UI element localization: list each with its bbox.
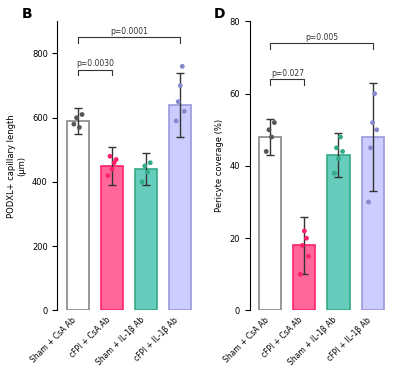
Point — [179, 63, 186, 69]
Bar — [67, 121, 89, 310]
Point — [73, 115, 80, 121]
Point — [181, 108, 188, 114]
Point — [303, 235, 310, 241]
Point — [367, 145, 374, 151]
Point — [301, 228, 308, 234]
Point — [372, 91, 378, 96]
Point — [335, 156, 342, 162]
Point — [105, 172, 111, 178]
Point — [139, 179, 145, 185]
Bar — [259, 137, 281, 310]
Point — [339, 148, 346, 154]
Bar — [328, 155, 350, 310]
Point — [71, 121, 77, 127]
Point — [144, 169, 151, 175]
Point — [79, 111, 85, 117]
Point — [147, 160, 154, 166]
Point — [266, 127, 272, 133]
Text: p=0.0030: p=0.0030 — [76, 59, 114, 68]
Bar — [101, 166, 123, 310]
Point — [268, 134, 275, 140]
Point — [111, 160, 117, 166]
Bar — [293, 245, 316, 310]
Point — [337, 134, 344, 140]
Text: p=0.027: p=0.027 — [271, 69, 304, 78]
Point — [374, 127, 380, 133]
Bar — [135, 169, 157, 310]
Point — [333, 145, 340, 151]
Point — [271, 120, 278, 126]
Point — [109, 166, 115, 172]
Point — [175, 99, 182, 105]
Text: D: D — [214, 7, 226, 21]
Point — [113, 156, 119, 162]
Point — [331, 170, 338, 176]
Point — [365, 199, 372, 205]
Y-axis label: Pericyte coverage (%): Pericyte coverage (%) — [215, 119, 224, 212]
Bar — [169, 105, 191, 310]
Point — [297, 272, 304, 278]
Point — [299, 242, 306, 248]
Bar — [362, 137, 384, 310]
Point — [263, 148, 270, 154]
Point — [107, 153, 113, 159]
Point — [177, 83, 184, 89]
Text: B: B — [22, 7, 32, 21]
Text: p=0.0001: p=0.0001 — [110, 27, 148, 36]
Point — [305, 253, 312, 259]
Point — [142, 163, 148, 169]
Point — [173, 118, 179, 124]
Y-axis label: PODXL+ capillary length
(µm): PODXL+ capillary length (µm) — [7, 114, 26, 218]
Point — [76, 125, 82, 131]
Text: p=0.005: p=0.005 — [305, 33, 338, 42]
Point — [369, 120, 376, 126]
